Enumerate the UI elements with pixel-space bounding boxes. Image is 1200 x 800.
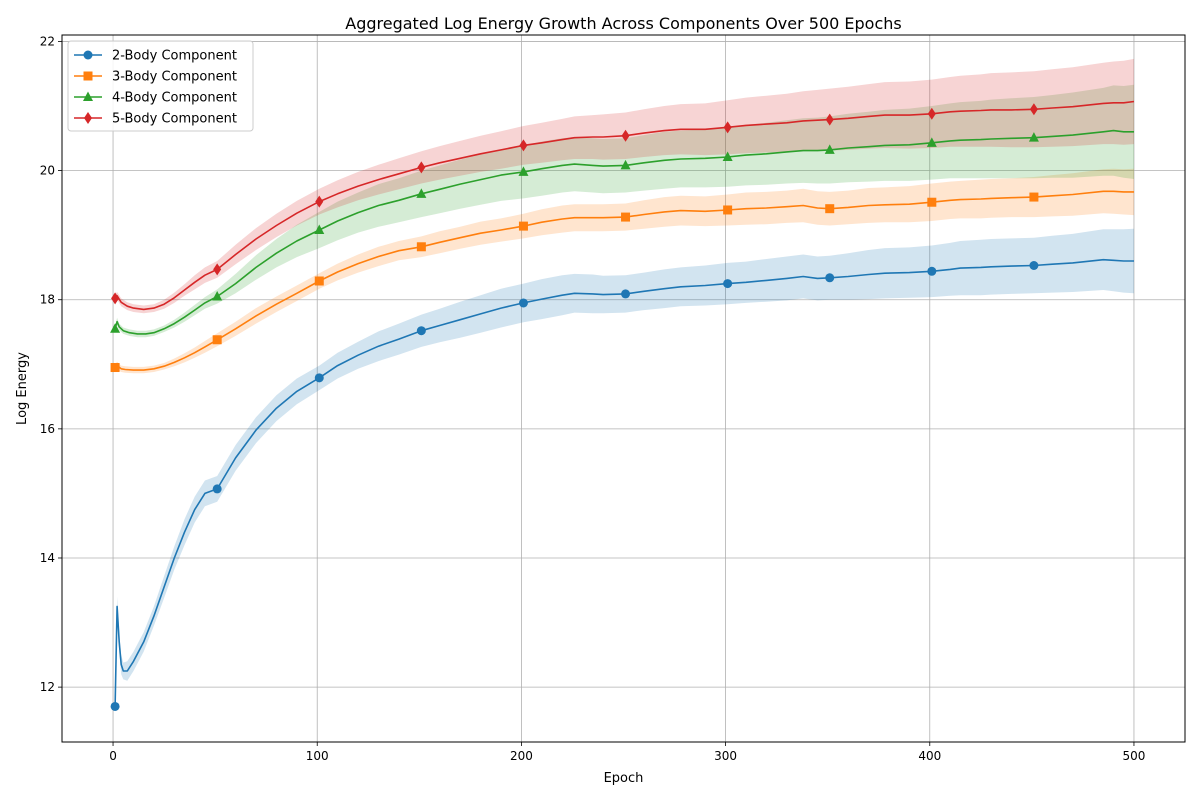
y-tick-label: 20 xyxy=(40,164,55,178)
4-body-component-marker xyxy=(722,151,733,162)
legend-box xyxy=(67,40,254,132)
2-body-component-marker xyxy=(416,326,426,336)
legend-label: 3-Body Component xyxy=(112,70,237,85)
2-body-component-marker xyxy=(212,484,222,494)
2-body-component-marker xyxy=(518,298,528,308)
series-lines xyxy=(114,100,1135,707)
4-body-component-band xyxy=(115,84,1135,338)
5-body-component-line xyxy=(114,100,1135,311)
series-markers xyxy=(110,103,1039,711)
4-body-component-marker xyxy=(1028,132,1039,142)
4-body-component-marker xyxy=(824,144,835,154)
grid-lines xyxy=(62,35,1185,742)
3-body-component-marker xyxy=(1029,192,1039,202)
5-body-component-marker xyxy=(927,107,936,120)
x-tick-label: 100 xyxy=(306,749,329,763)
x-tick-label: 200 xyxy=(510,749,533,763)
legend-label: 5-Body Component xyxy=(112,112,237,127)
x-tick-label: 400 xyxy=(918,749,941,763)
y-tick-label: 12 xyxy=(40,680,55,694)
legend-marker xyxy=(83,71,93,81)
5-body-component-band xyxy=(115,58,1135,314)
2-body-component-marker xyxy=(825,273,835,283)
chart-title: Aggregated Log Energy Growth Across Comp… xyxy=(345,14,901,33)
y-tick-label: 18 xyxy=(40,293,55,307)
x-tick-label: 0 xyxy=(109,749,117,763)
legend-marker xyxy=(84,112,92,124)
3-body-component-marker xyxy=(518,221,528,231)
5-body-component-marker xyxy=(315,195,324,208)
y-axis-label: Log Energy xyxy=(15,352,30,425)
legend-item-4-body-component: 4-Body Component xyxy=(74,91,237,106)
2-body-component-marker xyxy=(314,373,324,383)
5-body-component-marker xyxy=(1029,103,1038,116)
4-body-component-marker xyxy=(518,166,529,176)
legend-label: 2-Body Component xyxy=(112,49,237,64)
x-tick-label: 500 xyxy=(1123,749,1146,763)
3-body-component-line xyxy=(114,190,1134,371)
5-body-component-marker xyxy=(519,139,528,152)
4-body-component-marker xyxy=(926,137,937,147)
3-body-component-marker xyxy=(314,276,324,286)
5-body-component-marker xyxy=(825,113,834,126)
legend: 2-Body Component 3-Body Component 4-Body C… xyxy=(67,40,254,132)
x-tick-label: 300 xyxy=(714,749,737,763)
4-body-component-marker xyxy=(416,188,427,198)
2-body-component-marker xyxy=(621,289,631,299)
2-body-component-marker xyxy=(927,266,937,276)
axis-ticks: 0 100 200 300 400 500 12 14 16 18 20 22 xyxy=(40,34,1146,763)
4-body-component-marker xyxy=(212,290,223,301)
3-body-component-marker xyxy=(110,363,120,373)
5-body-component-marker xyxy=(621,129,630,142)
4-body-component-marker xyxy=(620,159,631,170)
2-body-component-marker xyxy=(110,701,120,711)
2-body-component-line xyxy=(114,258,1134,707)
5-body-component-marker xyxy=(723,121,732,134)
5-body-component-marker xyxy=(111,292,120,305)
3-body-component-marker xyxy=(212,335,222,345)
3-body-component-marker xyxy=(825,204,835,214)
x-axis-label: Epoch xyxy=(604,771,644,786)
legend-item-2-body-component: 2-Body Component xyxy=(74,49,237,64)
3-body-component-marker xyxy=(416,242,426,252)
y-tick-label: 16 xyxy=(40,422,55,436)
4-body-component-marker xyxy=(110,323,121,333)
3-body-component-marker xyxy=(927,197,937,207)
3-body-component-marker xyxy=(723,205,733,215)
5-body-component-marker xyxy=(213,263,222,276)
2-body-component-marker xyxy=(723,279,733,289)
legend-label: 4-Body Component xyxy=(112,91,237,106)
legend-marker xyxy=(83,91,93,101)
legend-item-3-body-component: 3-Body Component xyxy=(74,70,237,85)
3-body-component-marker xyxy=(621,212,631,222)
y-tick-label: 14 xyxy=(40,551,55,565)
legend-marker xyxy=(83,50,93,60)
plot-frame xyxy=(61,34,1186,743)
2-body-component-marker xyxy=(1029,261,1039,271)
3-body-component-band xyxy=(115,168,1135,374)
y-tick-label: 22 xyxy=(40,34,55,48)
4-body-component-marker xyxy=(314,224,325,234)
4-body-component-line xyxy=(114,129,1134,335)
5-body-component-marker xyxy=(417,161,426,174)
legend-item-5-body-component: 5-Body Component xyxy=(74,112,237,127)
